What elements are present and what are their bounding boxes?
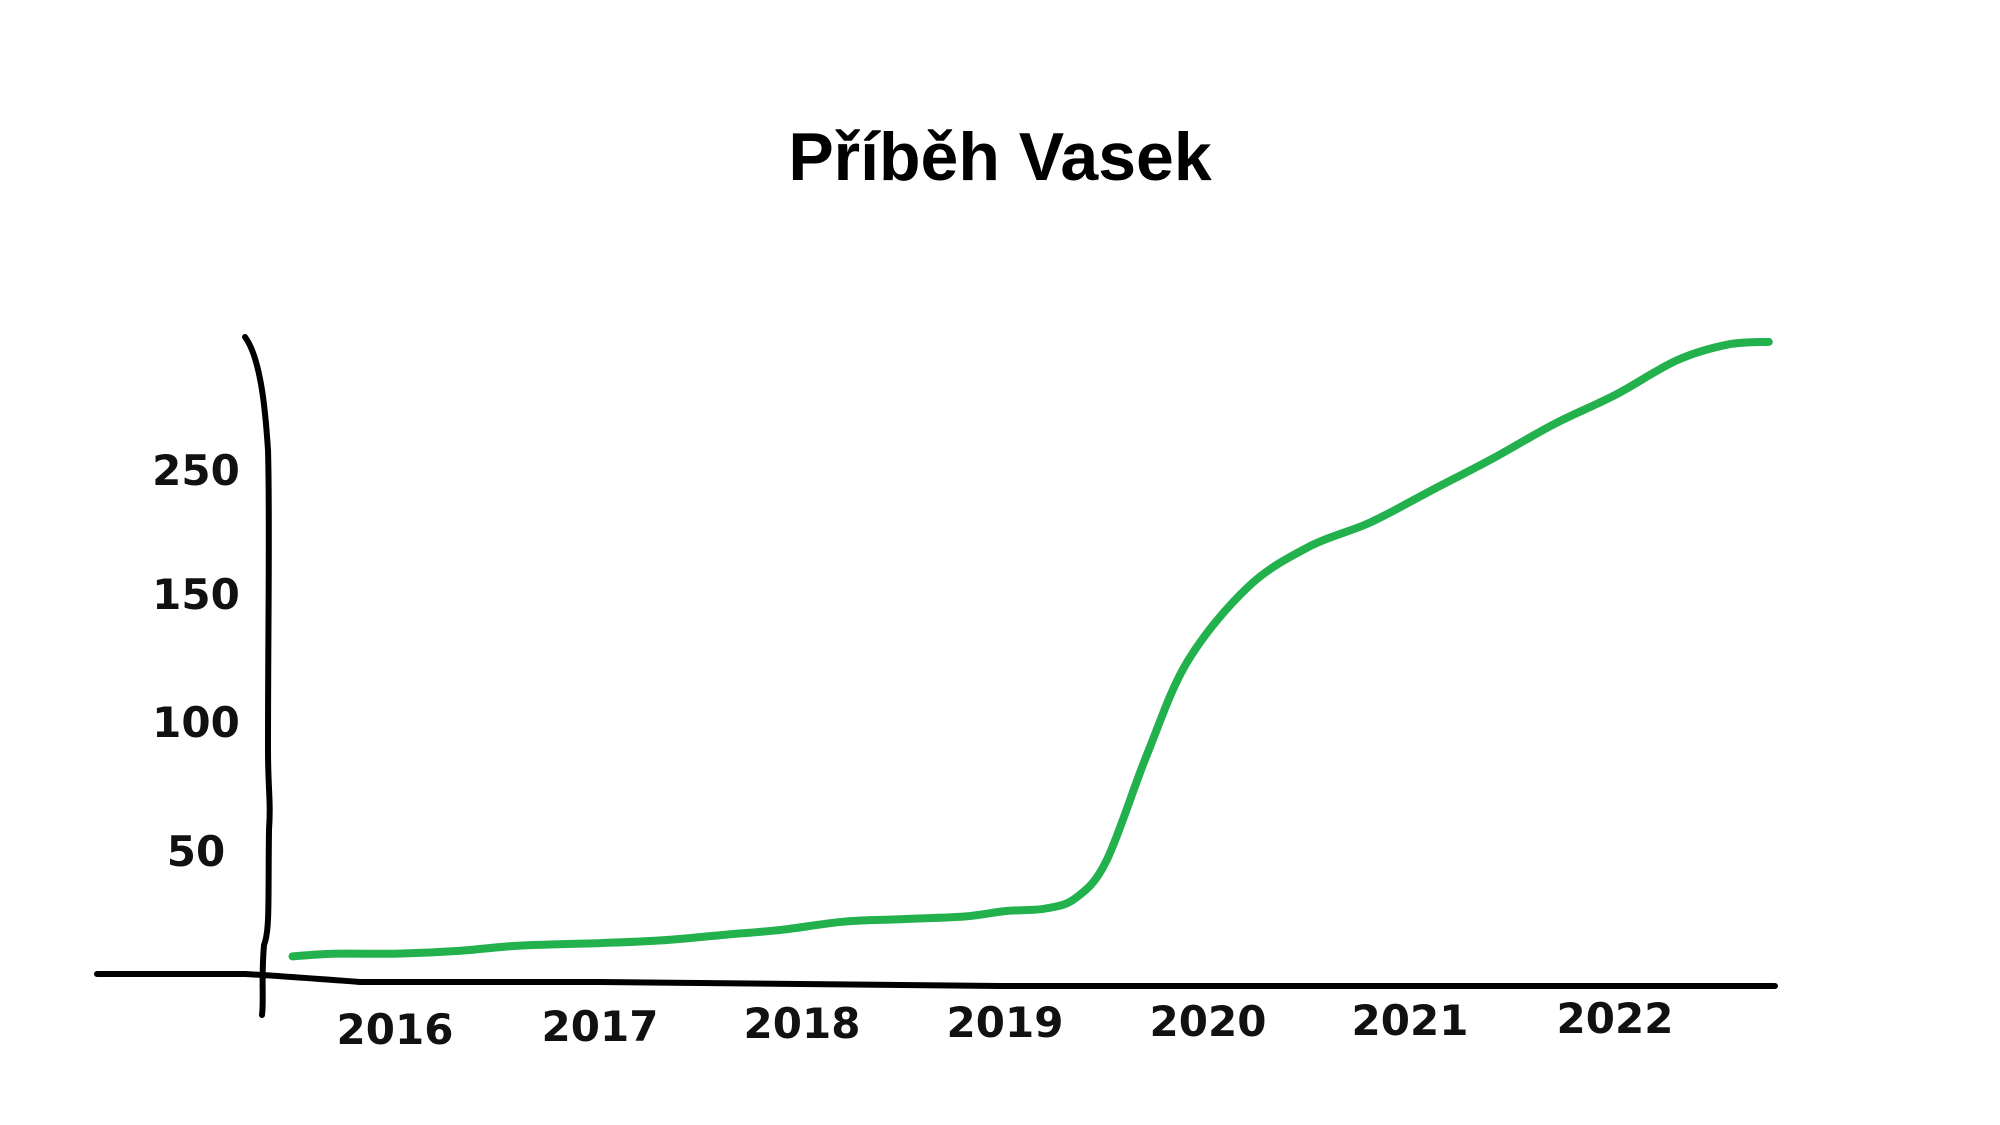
x-tick-label: 2019 bbox=[947, 998, 1064, 1047]
x-tick-labels: 2016 2017 2018 2019 2020 2021 2022 bbox=[337, 994, 1674, 1054]
y-tick-label: 250 bbox=[152, 446, 240, 495]
x-tick-label: 2018 bbox=[744, 999, 861, 1048]
x-axis-line bbox=[94, 971, 1778, 989]
y-tick-label: 100 bbox=[152, 698, 240, 747]
x-tick-label: 2021 bbox=[1352, 996, 1469, 1045]
x-tick-label: 2017 bbox=[542, 1002, 659, 1051]
y-tick-labels: 50 100 150 250 bbox=[152, 446, 240, 876]
series-line-0 bbox=[288, 337, 1773, 961]
x-tick-label: 2022 bbox=[1557, 994, 1674, 1043]
y-tick-label: 150 bbox=[152, 570, 240, 619]
x-tick-label: 2016 bbox=[337, 1005, 454, 1054]
y-tick-label: 50 bbox=[167, 827, 225, 876]
series-group bbox=[288, 337, 1773, 961]
chart-title: Příběh Vasek bbox=[788, 119, 1212, 195]
y-axis-line bbox=[242, 334, 273, 1018]
x-tick-label: 2020 bbox=[1150, 997, 1267, 1046]
